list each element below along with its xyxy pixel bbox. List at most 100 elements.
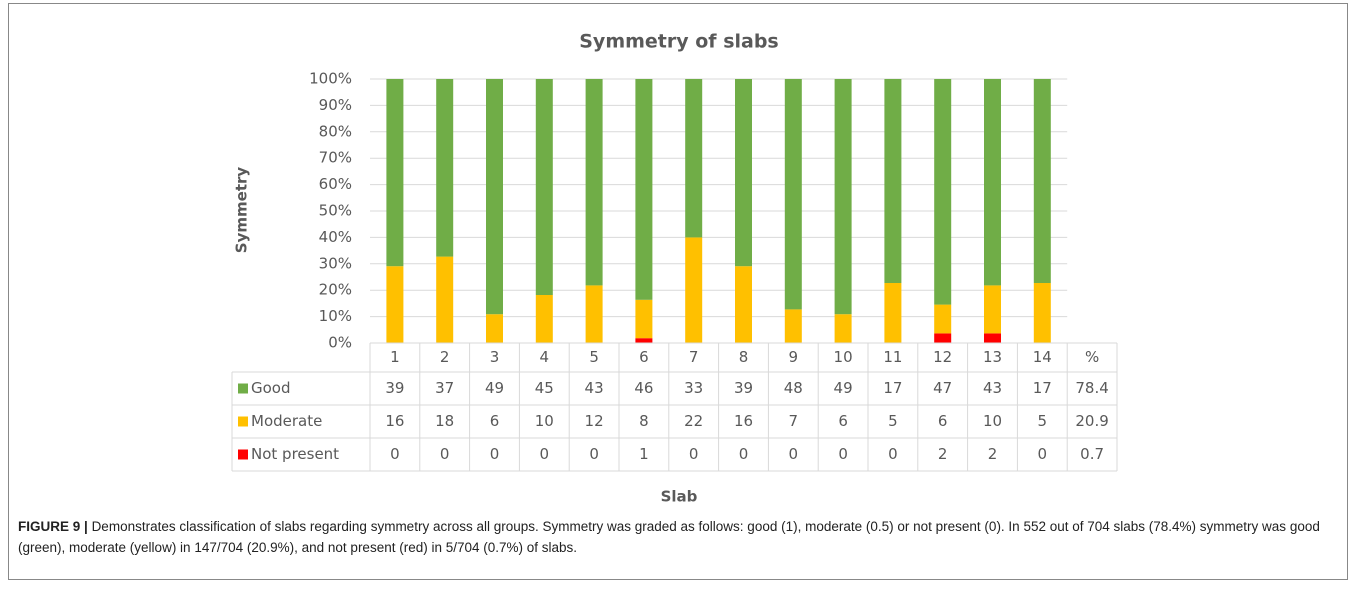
table-value: 47	[933, 379, 952, 397]
table-value: 6	[938, 412, 948, 430]
y-tick-label: 30%	[319, 254, 352, 272]
table-value: 46	[634, 379, 653, 397]
table-value: 39	[385, 379, 404, 397]
x-tick-label: 1	[390, 348, 400, 366]
bar-segment	[635, 79, 653, 300]
table-value: 48	[784, 379, 803, 397]
table-value: 6	[490, 412, 500, 430]
x-tick-label: 3	[490, 348, 500, 366]
bar-segment	[984, 79, 1001, 286]
y-tick-label: 40%	[319, 228, 352, 246]
table-value: 8	[639, 412, 649, 430]
y-tick-label: 20%	[319, 281, 352, 299]
table-total: 20.9	[1075, 412, 1108, 430]
table-value: 49	[834, 379, 853, 397]
x-tick-label: 10	[834, 348, 853, 366]
caption-text: Demonstrates classification of slabs reg…	[18, 519, 1320, 555]
x-tick-label: 7	[689, 348, 699, 366]
bar-segment	[635, 338, 653, 343]
table-total: 78.4	[1075, 379, 1108, 397]
table-value: 0	[888, 445, 898, 463]
x-tick-label: 11	[883, 348, 902, 366]
bar-segment	[984, 333, 1001, 343]
y-axis-label: Symmetry	[233, 167, 251, 254]
caption-label: FIGURE 9 |	[18, 519, 88, 534]
frame	[8, 3, 1348, 580]
table-value: 17	[1033, 379, 1052, 397]
bar-segment	[685, 237, 703, 343]
bar-segment	[735, 79, 752, 267]
y-tick-label: 70%	[319, 149, 352, 167]
legend-label: Moderate	[251, 412, 322, 430]
bar-segment	[834, 79, 852, 315]
y-tick-label: 80%	[319, 122, 352, 140]
table-value: 43	[585, 379, 604, 397]
table-value: 0	[589, 445, 599, 463]
bar-segment	[535, 79, 553, 295]
table-value: 2	[988, 445, 998, 463]
bar-segment	[884, 79, 902, 283]
x-tick-label: 4	[540, 348, 550, 366]
bar-segment	[934, 333, 952, 343]
y-tick-label: 100%	[309, 70, 352, 88]
total-header: %	[1085, 348, 1099, 366]
table-value: 0	[440, 445, 450, 463]
table-value: 0	[540, 445, 550, 463]
bar-segment	[486, 314, 503, 343]
bar-segment	[884, 283, 902, 343]
bar-segment	[685, 79, 703, 238]
x-tick-label: 2	[440, 348, 450, 366]
table-value: 33	[684, 379, 703, 397]
x-tick-label: 9	[789, 348, 799, 366]
table-value: 18	[435, 412, 454, 430]
table-value: 0	[689, 445, 699, 463]
legend-swatch	[238, 416, 248, 427]
table-total: 0.7	[1080, 445, 1104, 463]
table-value: 49	[485, 379, 504, 397]
x-tick-label: 14	[1033, 348, 1052, 366]
bar-segment	[386, 266, 404, 343]
bar-segment	[784, 309, 802, 343]
bar-segment	[735, 266, 752, 343]
legend-swatch	[238, 449, 248, 460]
caption: FIGURE 9 | Demonstrates classification o…	[18, 516, 1338, 558]
y-tick-label: 0%	[328, 334, 352, 352]
bar-segment	[934, 79, 952, 305]
table-value: 7	[789, 412, 799, 430]
x-tick-label: 5	[589, 348, 599, 366]
bar-segment	[436, 79, 454, 257]
table-value: 10	[983, 412, 1002, 430]
table-value: 16	[734, 412, 753, 430]
bar-segment	[1033, 79, 1051, 283]
table-value: 0	[789, 445, 799, 463]
bar-segment	[486, 79, 503, 315]
table-value: 2	[938, 445, 948, 463]
table-value: 0	[1038, 445, 1048, 463]
table-value: 37	[435, 379, 454, 397]
legend-label: Good	[251, 379, 291, 397]
x-tick-label: 6	[639, 348, 649, 366]
y-tick-label: 10%	[319, 307, 352, 325]
y-tick-label: 90%	[319, 96, 352, 114]
x-tick-label: 13	[983, 348, 1002, 366]
x-tick-label: 8	[739, 348, 749, 366]
table-value: 45	[535, 379, 554, 397]
y-tick-label: 60%	[319, 175, 352, 193]
x-tick-label: 12	[933, 348, 952, 366]
bar-segment	[984, 285, 1001, 334]
table-value: 17	[883, 379, 902, 397]
table-value: 43	[983, 379, 1002, 397]
y-tick-label: 50%	[319, 202, 352, 220]
table-value: 0	[390, 445, 400, 463]
x-axis-label: Slab	[661, 488, 698, 506]
table-value: 0	[739, 445, 749, 463]
legend-label: Not present	[251, 445, 339, 463]
table-value: 16	[385, 412, 404, 430]
table-value: 5	[1038, 412, 1048, 430]
bar-segment	[585, 79, 603, 286]
table-value: 0	[490, 445, 500, 463]
bar-segment	[635, 299, 653, 339]
chart: Symmetry of slabs Symmetry Slab 0%10%20%…	[231, 31, 1118, 506]
bar-segment	[436, 256, 454, 343]
